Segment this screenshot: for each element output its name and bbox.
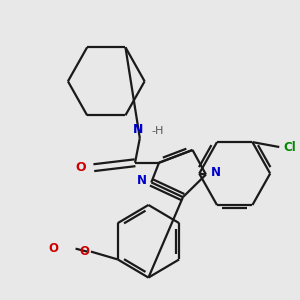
Text: O: O [76,161,86,174]
Text: -H: -H [151,126,164,136]
Text: N: N [211,166,220,179]
Text: N: N [133,123,143,136]
Text: O: O [79,245,89,258]
Text: Cl: Cl [283,140,296,154]
Text: O: O [48,242,58,255]
Text: N: N [137,174,147,187]
